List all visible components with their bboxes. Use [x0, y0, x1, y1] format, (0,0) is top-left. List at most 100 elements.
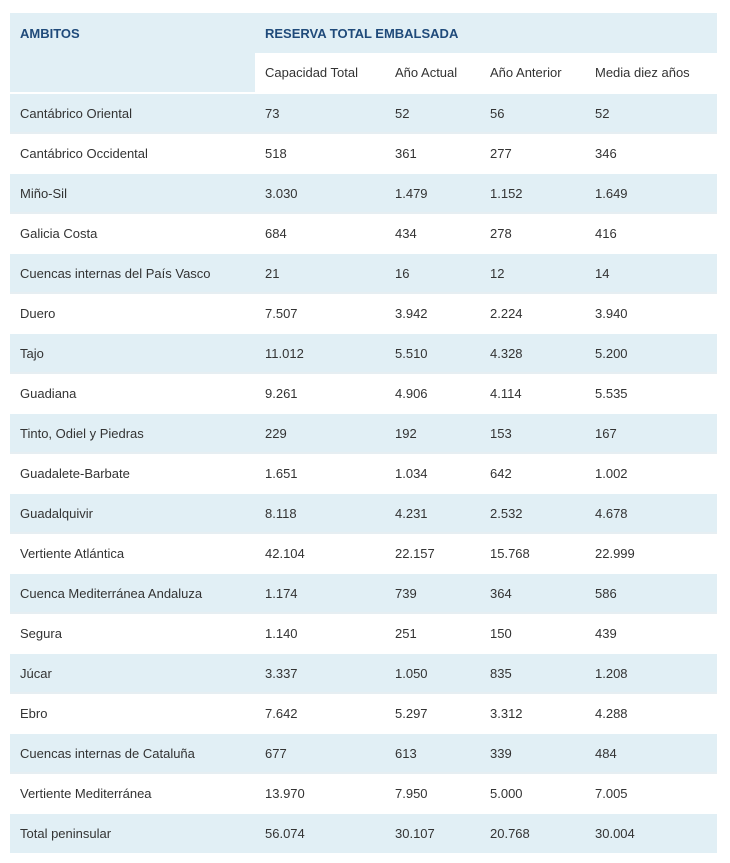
cell-ano-anterior: 15.768 [480, 532, 585, 573]
table-row: Segura 1.140 251 150 439 [10, 612, 717, 653]
cell-ambito: Cuenca Mediterránea Andaluza [10, 572, 255, 613]
cell-capacidad-total: 518 [255, 132, 385, 173]
cell-media-diez-anos: 416 [585, 212, 717, 253]
cell-ano-actual: 30.107 [385, 812, 480, 853]
cell-capacidad-total: 677 [255, 732, 385, 773]
cell-ambito: Segura [10, 612, 255, 653]
ambitos-header: AMBITOS [20, 26, 80, 41]
cell-ano-actual: 251 [385, 612, 480, 653]
col-capacidad-total: Capacidad Total [255, 53, 385, 93]
cell-ano-anterior: 339 [480, 732, 585, 773]
cell-media-diez-anos: 14 [585, 252, 717, 293]
table-row: Tajo 11.012 5.510 4.328 5.200 [10, 332, 717, 373]
cell-ano-actual: 361 [385, 132, 480, 173]
cell-capacidad-total: 13.970 [255, 772, 385, 813]
cell-ano-anterior: 3.312 [480, 692, 585, 733]
cell-media-diez-anos: 167 [585, 412, 717, 453]
cell-capacidad-total: 3.030 [255, 172, 385, 213]
cell-ano-anterior: 277 [480, 132, 585, 173]
cell-ano-anterior: 642 [480, 452, 585, 493]
cell-ano-anterior: 5.000 [480, 772, 585, 813]
cell-capacidad-total: 11.012 [255, 332, 385, 373]
cell-ano-actual: 434 [385, 212, 480, 253]
cell-ambito: Miño-Sil [10, 172, 255, 213]
cell-ano-actual: 192 [385, 412, 480, 453]
table-row: Galicia Costa 684 434 278 416 [10, 212, 717, 253]
cell-ano-anterior: 56 [480, 92, 585, 133]
cell-capacidad-total: 1.174 [255, 572, 385, 613]
cell-ambito: Cantábrico Occidental [10, 132, 255, 173]
cell-ano-anterior: 150 [480, 612, 585, 653]
cell-media-diez-anos: 7.005 [585, 772, 717, 813]
cell-ano-actual: 1.479 [385, 172, 480, 213]
cell-media-diez-anos: 30.004 [585, 812, 717, 853]
cell-ano-anterior: 2.224 [480, 292, 585, 333]
cell-ambito: Cuencas internas de Cataluña [10, 732, 255, 773]
cell-capacidad-total: 3.337 [255, 652, 385, 693]
cell-ano-actual: 4.906 [385, 372, 480, 413]
cell-capacidad-total: 7.642 [255, 692, 385, 733]
cell-ano-anterior: 153 [480, 412, 585, 453]
cell-media-diez-anos: 1.002 [585, 452, 717, 493]
cell-ambito: Tinto, Odiel y Piedras [10, 412, 255, 453]
cell-media-diez-anos: 52 [585, 92, 717, 133]
cell-ambito: Vertiente Mediterránea [10, 772, 255, 813]
cell-ambito: Galicia Costa [10, 212, 255, 253]
table-row: Guadalete-Barbate 1.651 1.034 642 1.002 [10, 452, 717, 493]
cell-ambito: Cantábrico Oriental [10, 92, 255, 133]
cell-ano-anterior: 2.532 [480, 492, 585, 533]
cell-ambito: Guadiana [10, 372, 255, 413]
cell-capacidad-total: 229 [255, 412, 385, 453]
table-row: Cantábrico Occidental 518 361 277 346 [10, 132, 717, 173]
table-row: Vertiente Atlántica 42.104 22.157 15.768 22.… [10, 532, 717, 573]
cell-ambito: Guadalquivir [10, 492, 255, 533]
table-row: Tinto, Odiel y Piedras 229 192 153 167 [10, 412, 717, 453]
cell-capacidad-total: 73 [255, 92, 385, 133]
cell-ano-actual: 1.050 [385, 652, 480, 693]
cell-media-diez-anos: 484 [585, 732, 717, 773]
table-row: Cuencas internas del País Vasco 21 16 12 14 [10, 252, 717, 293]
cell-ambito: Duero [10, 292, 255, 333]
cell-capacidad-total: 8.118 [255, 492, 385, 533]
cell-ano-actual: 3.942 [385, 292, 480, 333]
cell-ano-anterior: 278 [480, 212, 585, 253]
cell-capacidad-total: 1.140 [255, 612, 385, 653]
cell-ano-actual: 739 [385, 572, 480, 613]
col-media-diez-anos: Media diez años [585, 53, 717, 93]
cell-ambito: Ebro [10, 692, 255, 733]
cell-capacidad-total: 684 [255, 212, 385, 253]
table-row: Ebro 7.642 5.297 3.312 4.288 [10, 692, 717, 733]
cell-media-diez-anos: 1.649 [585, 172, 717, 213]
table-row: Cantábrico Oriental 73 52 56 52 [10, 92, 717, 133]
cell-media-diez-anos: 5.200 [585, 332, 717, 373]
col-ano-anterior: Año Anterior [480, 53, 585, 93]
cell-ano-anterior: 20.768 [480, 812, 585, 853]
cell-ano-actual: 1.034 [385, 452, 480, 493]
cell-ambito: Júcar [10, 652, 255, 693]
cell-ambito: Total peninsular [10, 812, 255, 853]
cell-media-diez-anos: 3.940 [585, 292, 717, 333]
cell-ano-actual: 5.510 [385, 332, 480, 373]
cell-ambito: Cuencas internas del País Vasco [10, 252, 255, 293]
cell-media-diez-anos: 439 [585, 612, 717, 653]
cell-ano-anterior: 364 [480, 572, 585, 613]
table-row: Guadiana 9.261 4.906 4.114 5.535 [10, 372, 717, 413]
cell-ano-anterior: 1.152 [480, 172, 585, 213]
cell-media-diez-anos: 1.208 [585, 652, 717, 693]
col-ano-actual: Año Actual [385, 53, 480, 93]
cell-capacidad-total: 56.074 [255, 812, 385, 853]
cell-media-diez-anos: 5.535 [585, 372, 717, 413]
cell-ano-actual: 4.231 [385, 492, 480, 533]
cell-media-diez-anos: 586 [585, 572, 717, 613]
table-row: Vertiente Mediterránea 13.970 7.950 5.000 7.… [10, 772, 717, 813]
cell-capacidad-total: 7.507 [255, 292, 385, 333]
table-row: Cuencas internas de Cataluña 677 613 339 484 [10, 732, 717, 773]
table-row: Guadalquivir 8.118 4.231 2.532 4.678 [10, 492, 717, 533]
cell-ano-actual: 5.297 [385, 692, 480, 733]
cell-ano-actual: 7.950 [385, 772, 480, 813]
table-row: Duero 7.507 3.942 2.224 3.940 [10, 292, 717, 333]
cell-media-diez-anos: 346 [585, 132, 717, 173]
cell-capacidad-total: 9.261 [255, 372, 385, 413]
cell-media-diez-anos: 4.288 [585, 692, 717, 733]
cell-ano-anterior: 4.114 [480, 372, 585, 413]
